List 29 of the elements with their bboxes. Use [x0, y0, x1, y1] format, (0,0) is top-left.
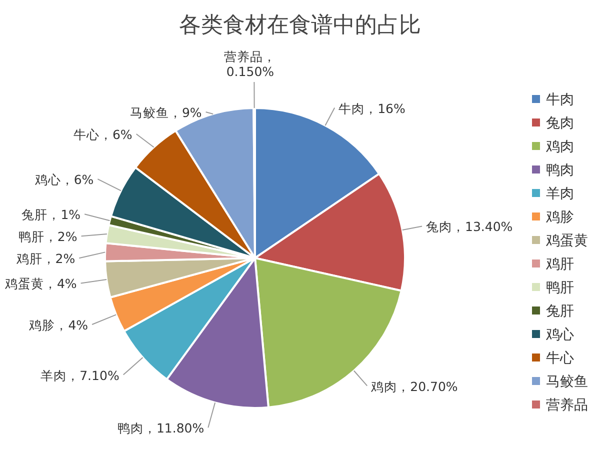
legend-label: 鸡心 [545, 327, 574, 343]
legend-label: 兔肉 [546, 116, 574, 132]
legend-label: 鸭肝 [546, 280, 574, 296]
legend-label: 马鲛鱼 [546, 374, 588, 390]
legend-label: 羊肉 [546, 186, 574, 202]
legend-label: 鸡蛋黄 [545, 233, 588, 249]
data-label: 鸡肉，20.70% [370, 378, 458, 394]
legend-label: 牛心 [546, 350, 574, 366]
chart-title: 各类食材在食谱中的占比 [179, 13, 421, 38]
legend-label: 营养品 [546, 398, 588, 414]
data-label: 兔肉，13.40% [426, 219, 513, 234]
data-label: 羊肉，7.10% [40, 368, 120, 383]
legend-label: 鸡胗 [545, 210, 574, 226]
legend-label: 兔肝 [546, 304, 574, 320]
data-label: 鸭肝，2% [18, 229, 78, 244]
data-label: 鸡蛋黄，4% [4, 276, 77, 292]
data-label: 马鲛鱼，9% [130, 105, 202, 120]
data-label: 牛心，6% [73, 127, 132, 142]
data-label: 鸡胗，4% [28, 318, 88, 333]
data-label: 鸡心，6% [34, 172, 94, 188]
data-label: 鸡肝，2% [15, 251, 76, 266]
data-label: 鸭肉，11.80% [117, 420, 204, 436]
legend-label: 鸡肝 [545, 256, 574, 272]
data-label: 牛肉，16% [338, 100, 406, 116]
data-label: 营养品， 0.150% [224, 49, 276, 79]
legend-label: 牛肉 [546, 92, 574, 108]
legend-label: 鸡肉 [545, 139, 574, 155]
legend-label: 鸭肉 [546, 162, 574, 178]
data-label: 兔肝，1% [22, 207, 81, 222]
